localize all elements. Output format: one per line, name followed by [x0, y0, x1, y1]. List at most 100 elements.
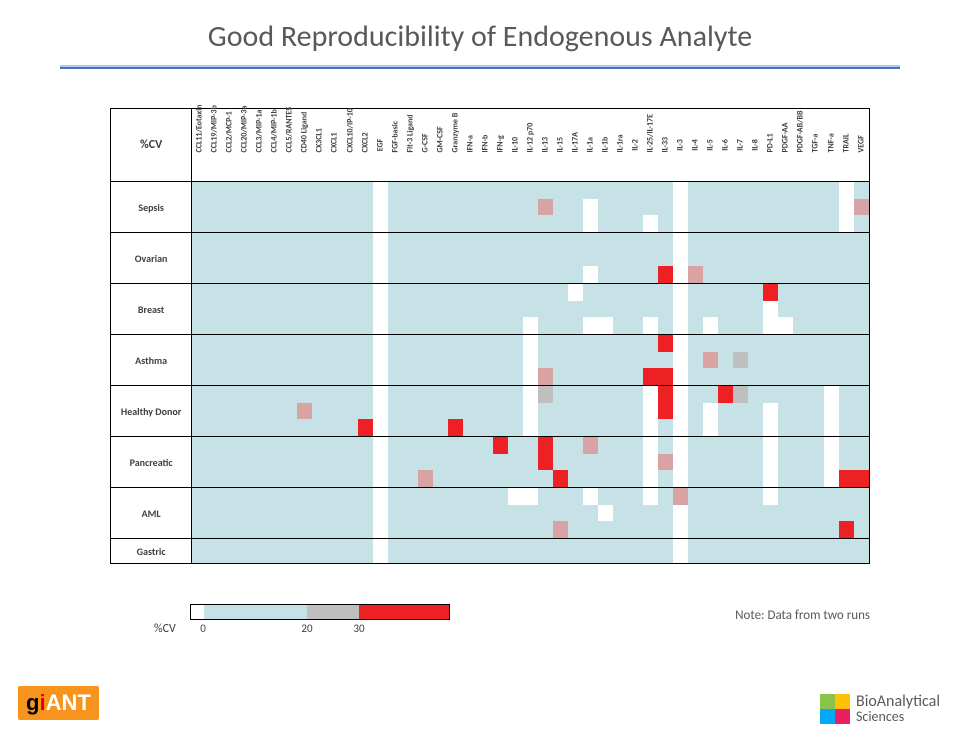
- heat-cell: [312, 419, 327, 436]
- heat-cell: [643, 470, 658, 487]
- heat-cell: [658, 454, 673, 471]
- heat-cell: [523, 284, 538, 301]
- heat-cell: [673, 182, 688, 199]
- heat-cell: [628, 539, 643, 564]
- heat-cell: [207, 317, 222, 334]
- heat-cell: [237, 437, 252, 454]
- heat-cell: [343, 182, 358, 199]
- heat-cell: [222, 386, 237, 403]
- heat-cell: [628, 386, 643, 403]
- heat-cell: [763, 488, 778, 505]
- heat-cell: [192, 539, 208, 564]
- heat-cell: [808, 521, 823, 538]
- heat-cell: [824, 470, 839, 487]
- heat-cell: [508, 301, 523, 318]
- heat-cell: [358, 521, 373, 538]
- heat-cell: [373, 403, 388, 420]
- heat-cell: [673, 539, 688, 564]
- heat-cell: [478, 403, 493, 420]
- heat-cell: [553, 470, 568, 487]
- heat-cell: [508, 335, 523, 352]
- heat-cell: [433, 250, 448, 267]
- heat-cell: [448, 386, 463, 403]
- heat-cell: [628, 419, 643, 436]
- heat-cell: [568, 539, 583, 564]
- heat-cell: [433, 403, 448, 420]
- heat-cell: [237, 419, 252, 436]
- heat-cell: [388, 335, 403, 352]
- heat-cell: [463, 335, 478, 352]
- heat-cell: [297, 335, 312, 352]
- heat-cell: [373, 437, 388, 454]
- row-header: AML: [111, 488, 192, 539]
- heat-cell: [824, 368, 839, 385]
- heat-cell: [508, 488, 523, 505]
- column-header: VEGF: [854, 109, 870, 182]
- heat-cell: [252, 488, 267, 505]
- heat-cell: [343, 470, 358, 487]
- heat-cell: [748, 470, 763, 487]
- heat-cell: [523, 250, 538, 267]
- heat-cell: [553, 352, 568, 369]
- heat-cell: [403, 488, 418, 505]
- heat-cell: [403, 403, 418, 420]
- heat-cell: [628, 521, 643, 538]
- heat-cell: [358, 539, 373, 564]
- heat-cell: [628, 437, 643, 454]
- heat-cell: [688, 521, 703, 538]
- heat-cell: [373, 199, 388, 216]
- heat-cell: [643, 437, 658, 454]
- heat-cell: [568, 199, 583, 216]
- heat-cell: [568, 368, 583, 385]
- heat-cell: [793, 488, 808, 505]
- heat-cell: [793, 386, 808, 403]
- heat-cell: [463, 266, 478, 283]
- row-header: Gastric: [111, 539, 192, 564]
- heat-cell: [553, 403, 568, 420]
- heat-cell: [493, 317, 508, 334]
- heat-cell: [493, 182, 508, 199]
- heat-cell: [448, 233, 463, 250]
- heat-cell: [358, 215, 373, 232]
- heat-cell: [237, 368, 252, 385]
- heat-cell: [613, 403, 628, 420]
- heat-cell: [839, 488, 854, 505]
- heat-cell: [643, 539, 658, 564]
- heat-cell: [808, 386, 823, 403]
- heat-cell: [733, 284, 748, 301]
- heat-cell: [824, 419, 839, 436]
- heat-cell: [598, 182, 613, 199]
- heat-cell: [718, 335, 733, 352]
- heat-cell: [388, 470, 403, 487]
- heat-cell: [463, 454, 478, 471]
- heat-cell: [688, 250, 703, 267]
- heat-cell: [763, 250, 778, 267]
- heat-cell: [538, 454, 553, 471]
- heat-cell: [343, 233, 358, 250]
- heat-cell: [553, 539, 568, 564]
- heat-cell: [267, 335, 282, 352]
- heat-cell: [553, 266, 568, 283]
- heat-cell: [297, 488, 312, 505]
- heat-cell: [312, 233, 327, 250]
- heat-cell: [493, 233, 508, 250]
- heat-cell: [778, 521, 793, 538]
- heat-cell: [538, 317, 553, 334]
- heat-cell: [854, 419, 870, 436]
- column-header: IL-12 p70: [523, 109, 538, 182]
- heat-cell: [793, 335, 808, 352]
- heat-cell: [418, 317, 433, 334]
- heat-cell: [418, 437, 433, 454]
- heat-cell: [643, 301, 658, 318]
- heat-cell: [793, 266, 808, 283]
- heat-cell: [508, 266, 523, 283]
- heat-cell: [763, 470, 778, 487]
- heat-cell: [703, 301, 718, 318]
- heat-cell: [523, 488, 538, 505]
- heat-cell: [237, 182, 252, 199]
- heat-cell: [583, 250, 598, 267]
- heat-cell: [673, 437, 688, 454]
- heat-cell: [643, 335, 658, 352]
- heat-cell: [553, 335, 568, 352]
- heat-cell: [237, 488, 252, 505]
